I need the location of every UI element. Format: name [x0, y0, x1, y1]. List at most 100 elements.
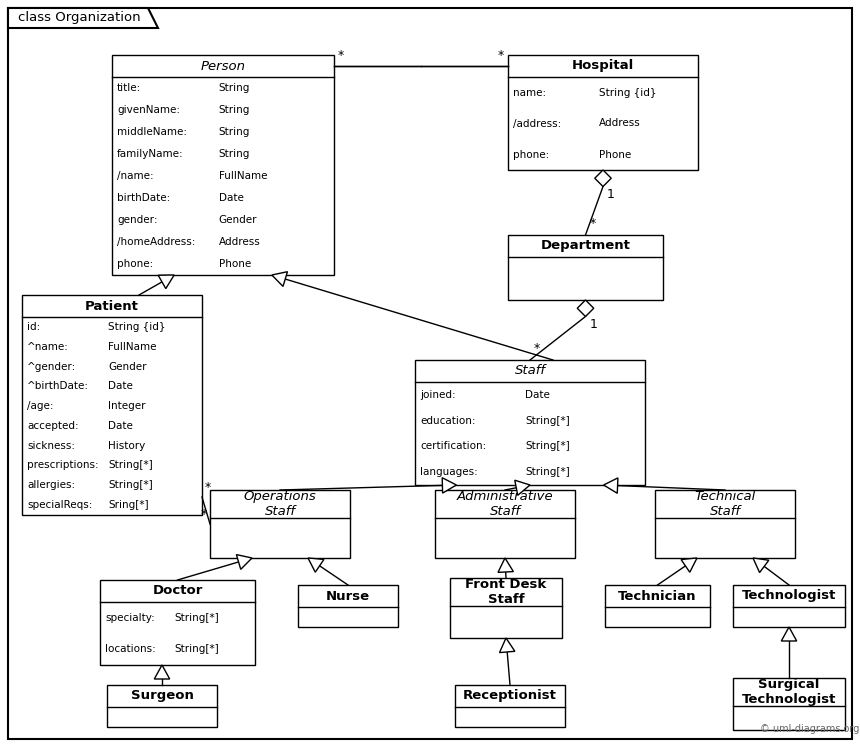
Text: Address: Address	[599, 119, 641, 128]
Bar	[210, 490, 350, 558]
Text: allergies:: allergies:	[27, 480, 75, 490]
Polygon shape	[272, 272, 287, 286]
Text: String {id}: String {id}	[599, 87, 657, 98]
Polygon shape	[515, 480, 530, 495]
Text: Integer: Integer	[108, 401, 146, 411]
Bar	[455, 685, 565, 727]
Text: Date: Date	[108, 421, 133, 431]
Polygon shape	[308, 558, 324, 572]
Text: name:: name:	[513, 87, 546, 98]
Text: Technician: Technician	[618, 589, 697, 603]
Polygon shape	[781, 627, 796, 641]
Bar	[605, 585, 710, 627]
Text: ^name:: ^name:	[27, 341, 69, 352]
Bar	[100, 580, 255, 665]
Text: class Organization: class Organization	[18, 11, 141, 25]
Text: String[*]: String[*]	[108, 460, 153, 471]
Text: accepted:: accepted:	[27, 421, 78, 431]
Bar	[435, 490, 575, 558]
Text: /age:: /age:	[27, 401, 53, 411]
Text: String: String	[218, 127, 250, 137]
Text: Doctor: Doctor	[152, 584, 203, 598]
Text: Date: Date	[218, 193, 243, 203]
Text: /address:: /address:	[513, 119, 562, 128]
Text: Patient: Patient	[85, 300, 139, 312]
Text: Administrative
Staff: Administrative Staff	[457, 490, 553, 518]
Text: Person: Person	[200, 60, 245, 72]
Polygon shape	[154, 665, 169, 679]
Bar	[298, 585, 398, 627]
Polygon shape	[498, 558, 513, 572]
Text: 1: 1	[589, 318, 598, 331]
Text: History: History	[108, 441, 145, 450]
Text: Department: Department	[541, 240, 630, 252]
Text: Sring[*]: Sring[*]	[108, 500, 149, 510]
Text: String[*]: String[*]	[175, 613, 219, 623]
Text: Nurse: Nurse	[326, 589, 370, 603]
Text: *: *	[338, 49, 344, 62]
Text: birthDate:: birthDate:	[117, 193, 170, 203]
Polygon shape	[442, 477, 457, 493]
Text: title:: title:	[117, 83, 141, 93]
Text: Technical
Staff: Technical Staff	[694, 490, 756, 518]
Text: Phone: Phone	[599, 149, 631, 160]
Text: Address: Address	[218, 237, 261, 247]
Text: languages:: languages:	[420, 467, 478, 477]
Text: ^gender:: ^gender:	[27, 362, 77, 371]
Text: Surgical
Technologist: Surgical Technologist	[742, 678, 836, 706]
Text: Phone: Phone	[218, 259, 251, 269]
Text: specialty:: specialty:	[105, 613, 155, 623]
Text: Gender: Gender	[108, 362, 147, 371]
Text: certification:: certification:	[420, 441, 486, 451]
Polygon shape	[753, 558, 769, 572]
Polygon shape	[681, 558, 697, 572]
Text: *: *	[498, 49, 504, 62]
Text: education:: education:	[420, 415, 476, 426]
Polygon shape	[8, 8, 158, 28]
Text: phone:: phone:	[117, 259, 153, 269]
Text: *: *	[534, 342, 540, 355]
Text: String: String	[218, 83, 250, 93]
Text: Receptionist: Receptionist	[463, 689, 557, 702]
Text: Surgeon: Surgeon	[131, 689, 194, 702]
Polygon shape	[604, 478, 617, 493]
Text: Date: Date	[108, 381, 133, 391]
Text: String {id}: String {id}	[108, 322, 166, 332]
Text: FullName: FullName	[108, 341, 157, 352]
Text: prescriptions:: prescriptions:	[27, 460, 99, 471]
Text: givenName:: givenName:	[117, 105, 180, 115]
Bar	[22, 295, 202, 515]
Text: phone:: phone:	[513, 149, 550, 160]
Text: joined:: joined:	[420, 390, 456, 400]
Text: String[*]: String[*]	[525, 415, 570, 426]
Bar	[508, 55, 698, 170]
Text: String: String	[218, 105, 250, 115]
Polygon shape	[237, 554, 252, 569]
Text: /homeAddress:: /homeAddress:	[117, 237, 195, 247]
Text: locations:: locations:	[105, 644, 156, 654]
Polygon shape	[500, 638, 515, 653]
Text: *: *	[205, 481, 212, 494]
Text: © uml-diagrams.org: © uml-diagrams.org	[760, 724, 860, 734]
Text: String[*]: String[*]	[525, 467, 570, 477]
Bar	[450, 578, 562, 638]
Bar	[655, 490, 795, 558]
Bar	[733, 678, 845, 730]
Text: ^birthDate:: ^birthDate:	[27, 381, 89, 391]
Text: Date: Date	[525, 390, 550, 400]
Text: Hospital: Hospital	[572, 60, 634, 72]
Polygon shape	[577, 300, 593, 317]
Text: String[*]: String[*]	[108, 480, 153, 490]
Text: String[*]: String[*]	[525, 441, 570, 451]
Text: sickness:: sickness:	[27, 441, 75, 450]
Text: middleName:: middleName:	[117, 127, 187, 137]
Bar	[508, 235, 663, 300]
Bar	[112, 55, 334, 275]
Text: 1: 1	[607, 188, 615, 201]
Text: familyName:: familyName:	[117, 149, 184, 159]
Text: /name:: /name:	[117, 171, 154, 181]
Text: FullName: FullName	[218, 171, 267, 181]
Polygon shape	[595, 170, 611, 187]
Text: Operations
Staff: Operations Staff	[243, 490, 316, 518]
Text: *: *	[200, 508, 207, 521]
